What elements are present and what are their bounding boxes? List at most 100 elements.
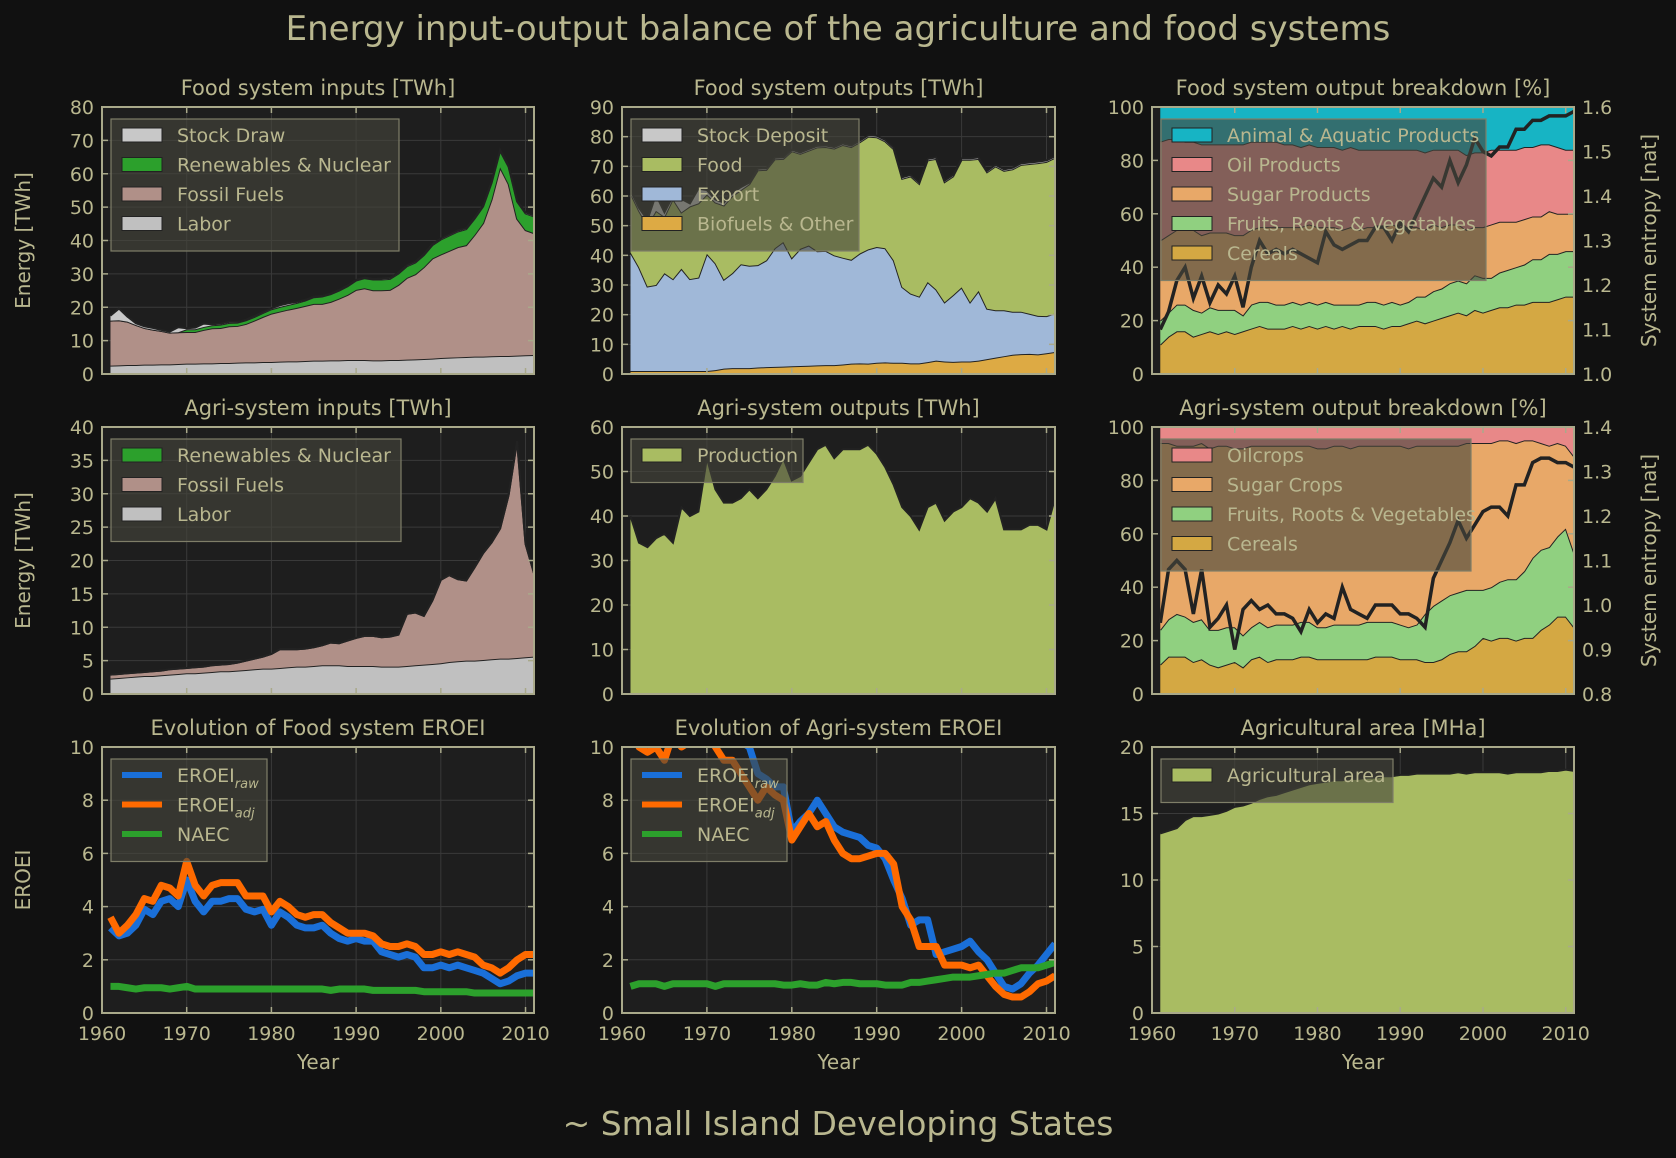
y-tick-label: 35 [70,450,94,472]
legend-swatch [121,186,163,202]
y-tick-label: 50 [70,197,94,219]
plot-frame [621,106,1056,375]
legend-swatch [121,216,163,231]
panel-title: Agri-system inputs [TWh] [184,396,451,420]
legend: Stock Deposit Food Export Biofuels & Other [630,118,860,252]
legend-label: Export [697,184,759,206]
legend: Renewables & Nuclear Fossil Fuels Labor [110,438,402,543]
area-fruits-roots-vegetables [1160,251,1574,345]
y-tick-label: 0 [82,364,94,386]
area-fossil-fuels [110,441,534,679]
figure-subtitle: ~ Small Island Developing States [563,1104,1114,1143]
legend-label: Stock Deposit [697,125,828,147]
y-tick-label: 10 [70,737,94,759]
y-tick-label: 80 [1120,150,1144,172]
figure-title: Energy input-output balance of the agric… [286,9,1391,49]
series-line-naec [629,959,1055,990]
panel-title: Agri-system outputs [TWh] [697,396,980,420]
y-tick-label: 0 [82,1003,94,1025]
area-production [630,444,1055,694]
legend-swatch [1171,506,1213,522]
legend-swatch [121,447,163,463]
y-tick-label: 10 [70,617,94,639]
area-edge-line [109,146,534,333]
y-tick-label: 6 [602,843,614,865]
y-tick-label: 0 [602,364,614,386]
y-tick-label: 40 [1120,577,1144,599]
y2-tick-label: 0.8 [1582,684,1612,706]
y-tick-label: 80 [70,97,94,119]
area-fruits-roots-vegetables [1160,528,1574,668]
x-tick-label: 1990 [1376,1023,1424,1045]
plot-frame [621,746,1056,1014]
y-tick-label: 40 [70,231,94,253]
legend-swatch [1171,186,1213,202]
y-tick-label: 20 [1120,737,1144,759]
y2-tick-label: 1.0 [1582,595,1612,617]
panel-food_breakdown: 0 20 40 60 80 100 1.0 1.1 1.2 1.3 1.4 1.5 1.6 System … [1108,76,1661,386]
y2-tick-label: 0.9 [1582,640,1612,662]
legend-swatch [1171,477,1213,492]
y-tick-label: 5 [1132,937,1144,959]
legend-swatch [121,506,163,522]
entropy-line [1158,456,1574,650]
y-tick-label: 20 [1120,311,1144,333]
y-tick-label: 8 [602,790,614,812]
x-tick-label: 2010 [1542,1023,1590,1045]
legend-label: Animal & Aquatic Products [1227,125,1479,147]
y-tick-label: 50 [590,462,614,484]
x-tick-label: 1960 [598,1023,646,1045]
legend-swatch [1171,536,1213,551]
legend-label: Oilcrops [1227,445,1304,467]
legend-subscript: raw [235,777,259,792]
legend-subscript: raw [755,777,779,792]
y-tick-label: 50 [590,216,614,238]
legend-label: Fruits, Roots & Vegetables [1227,504,1476,526]
legend-label: Cereals [1227,243,1298,265]
y-tick-label: 6 [82,843,94,865]
panel-food_outputs: 0 10 20 30 40 50 60 70 80 90 Food system outputs [… [590,76,1056,386]
plot-frame [101,746,535,1014]
plot-layer [102,747,534,1013]
legend-label: Renewables & Nuclear [177,155,391,177]
y-tick-label: 30 [590,551,614,573]
y-tick-label: 30 [70,484,94,506]
panel-title: Food system inputs [TWh] [181,76,456,100]
y-tick-label: 40 [590,506,614,528]
x-axis-label: Year [816,1050,860,1074]
y-tick-label: 0 [1132,1003,1144,1025]
panel-title: Agri-system output breakdown [%] [1179,396,1546,420]
y2-tick-label: 1.4 [1582,417,1612,439]
y-tick-label: 0 [602,1003,614,1025]
legend-swatch [121,157,163,172]
legend-swatch [1171,447,1213,463]
y-tick-label: 100 [1108,417,1144,439]
legend-label: Stock Draw [177,125,285,147]
legend-label: Fossil Fuels [177,475,284,497]
y-tick-label: 20 [590,595,614,617]
plot-frame [1151,106,1575,375]
y-tick-label: 4 [82,897,94,919]
x-tick-label: 1990 [332,1023,380,1045]
y2-tick-label: 1.2 [1582,506,1612,528]
y-tick-label: 15 [70,584,94,606]
y2-tick-label: 1.4 [1582,186,1612,208]
y-tick-label: 30 [70,264,94,286]
y-tick-label: 2 [82,950,94,972]
x-tick-label: 1970 [1211,1023,1259,1045]
legend-label: NAEC [697,824,749,846]
y-tick-label: 100 [1108,97,1144,119]
panel-title: Evolution of Agri-system EROEI [675,716,1003,740]
legend-label: Fossil Fuels [177,184,284,206]
x-tick-label: 1970 [163,1023,211,1045]
y-tick-label: 10 [590,640,614,662]
legend-label: Labor [177,214,231,236]
x-tick-label: 1970 [683,1023,731,1045]
y-tick-label: 0 [602,684,614,706]
legend-swatch [641,447,683,463]
legend-swatch [641,127,683,143]
y-axis-label: Energy [TWh] [11,492,35,629]
y2-tick-label: 1.3 [1582,231,1612,253]
y-tick-label: 20 [70,551,94,573]
